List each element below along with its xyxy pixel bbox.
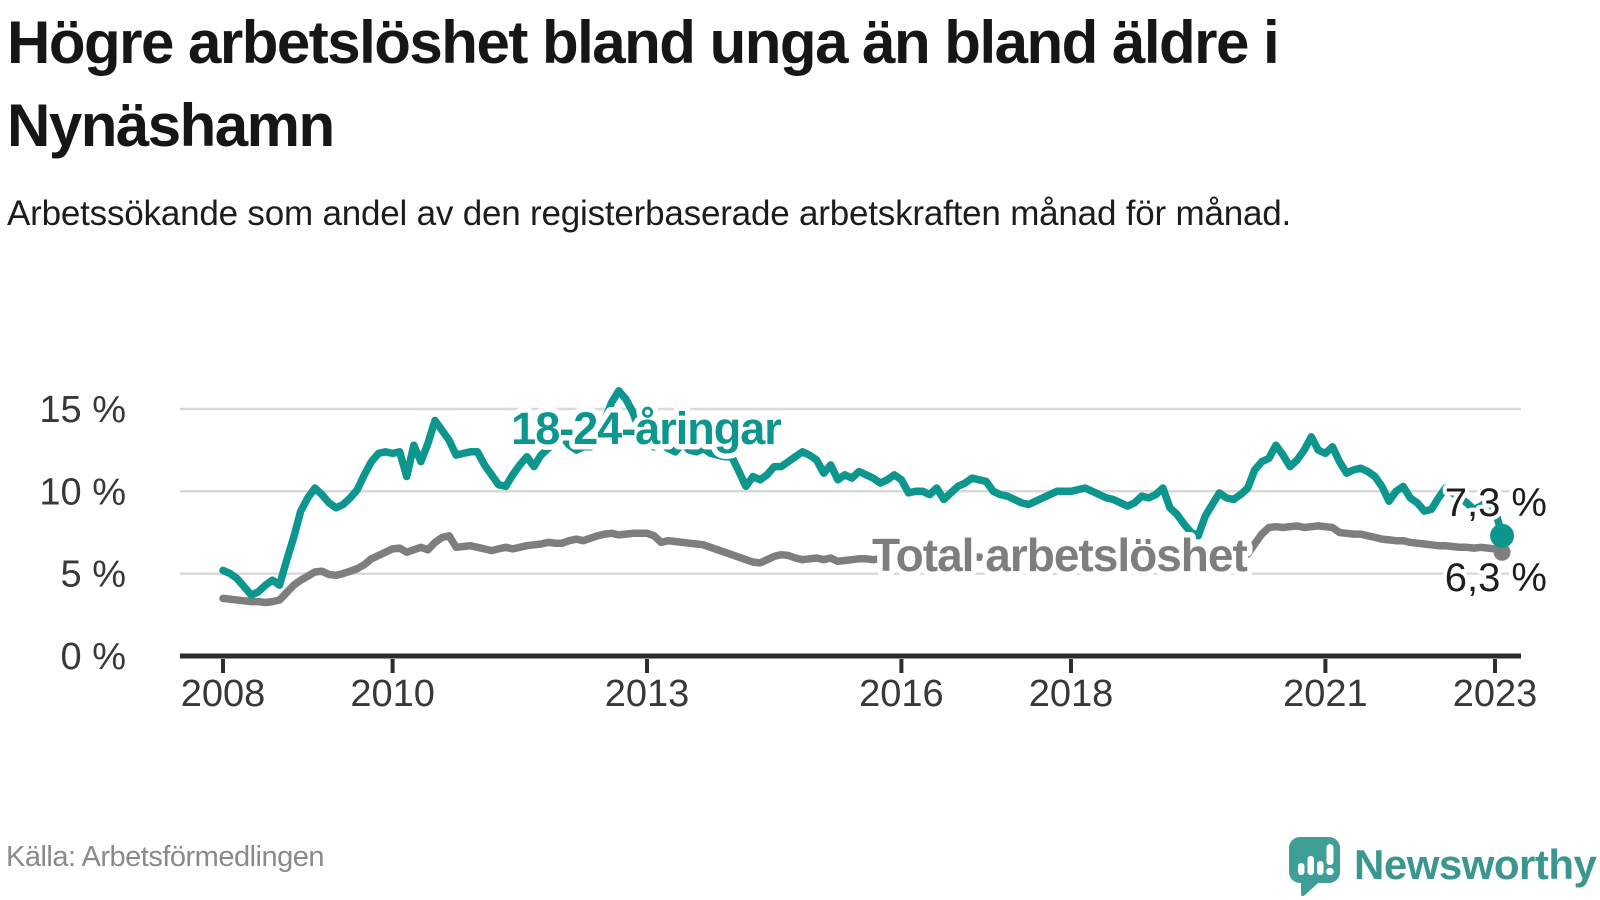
series-line-youth [219,387,1506,599]
end-value-label-youth: 7,3 % [1445,481,1547,525]
series-label-total: Total arbetslöshet [872,529,1247,581]
source-note: Källa: Arbetsförmedlingen [6,841,324,873]
y-tick-label: 10 % [39,471,126,513]
y-tick-label: 15 % [39,389,126,431]
chart-subtitle: Arbetssökande som andel av den registerb… [7,194,1292,233]
y-tick-label: 5 % [61,554,126,596]
y-tick-label: 0 % [61,636,126,678]
bar-medium [1317,861,1324,875]
page-title: Högre arbetslöshet bland unga än bland ä… [7,9,1280,159]
exclamation-dot [1326,867,1334,876]
brand-logo: Newsworthy [1288,836,1597,896]
series-line-total [219,522,1506,607]
x-tick-label: 2023 [1453,673,1538,715]
end-dot-youth [1490,523,1515,548]
bar-tall [1307,856,1314,875]
brand-wordmark: Newsworthy [1354,841,1597,888]
x-tick-label: 2016 [859,673,944,715]
x-tick-label: 2008 [181,673,266,715]
x-tick-label: 2021 [1283,673,1368,715]
newsworthy-bubble-barchart-icon [1289,837,1340,896]
x-tick-label: 2013 [605,673,690,715]
x-tick-label: 2018 [1029,673,1114,715]
end-value-label-total: 6,3 % [1445,556,1547,600]
exclamation-bar [1326,844,1334,865]
series-label-youth: 18-24-åringar [511,403,781,454]
x-tick-label: 2010 [350,673,435,715]
end-dot-total [1493,543,1511,561]
bar-short [1298,863,1305,875]
